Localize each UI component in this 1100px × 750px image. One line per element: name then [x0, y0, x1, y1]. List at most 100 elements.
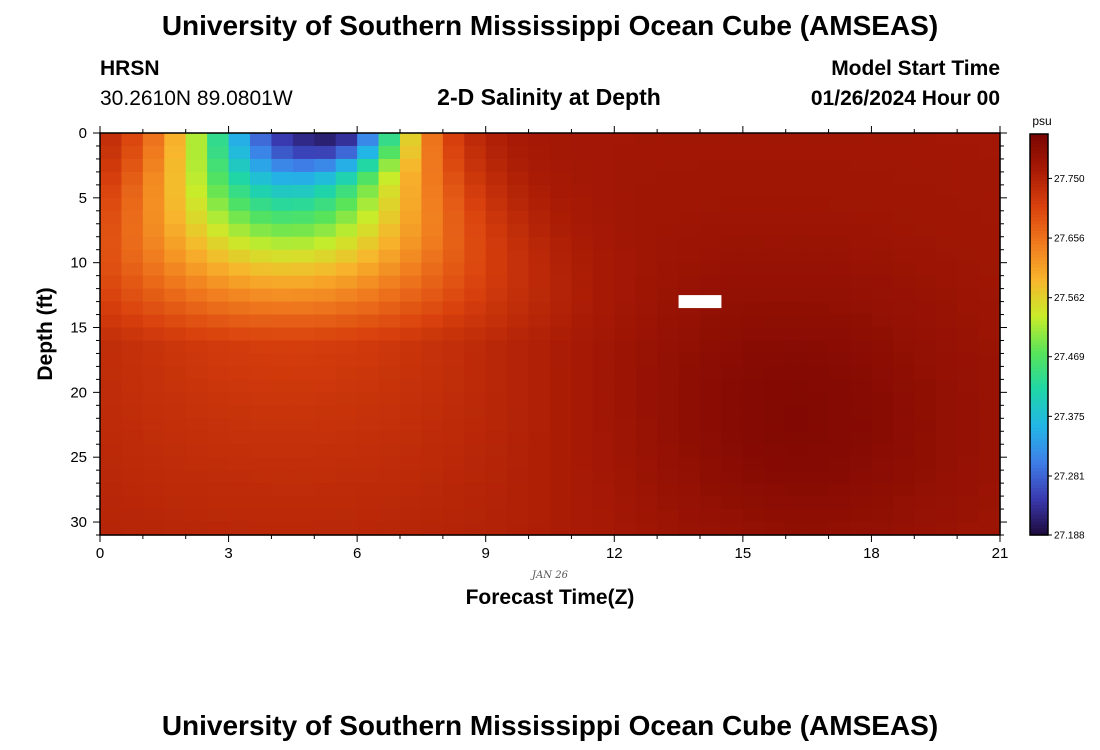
heatmap-cell: [635, 184, 658, 199]
heatmap-cell: [378, 496, 401, 510]
heatmap-cell: [550, 457, 573, 471]
heatmap-cell: [914, 418, 937, 432]
heatmap-cell: [978, 314, 1001, 329]
heatmap-cell: [292, 158, 315, 173]
heatmap-cell: [850, 314, 873, 329]
heatmap-cell: [207, 145, 230, 160]
heatmap-cell: [871, 288, 894, 303]
heatmap-cell: [142, 184, 165, 199]
heatmap-cell: [314, 353, 337, 368]
heatmap-cell: [335, 145, 358, 160]
heatmap-cell: [914, 158, 937, 173]
heatmap-cell: [400, 366, 423, 380]
x-axis-label: Forecast Time(Z): [466, 586, 635, 609]
heatmap-cell: [764, 262, 787, 277]
heatmap-cell: [935, 366, 958, 380]
heatmap-cell: [614, 197, 637, 212]
heatmap-cell: [828, 470, 851, 484]
heatmap-cell: [785, 444, 808, 458]
heatmap-cell: [957, 522, 980, 536]
heatmap-cell: [100, 249, 123, 264]
heatmap-cell: [250, 133, 273, 147]
colorbar-band: [1030, 458, 1048, 463]
heatmap-cell: [164, 301, 187, 316]
heatmap-cell: [250, 301, 273, 316]
heatmap-cell: [421, 197, 444, 212]
heatmap-cell: [592, 275, 615, 290]
heatmap-cell: [571, 236, 594, 251]
heatmap-cell: [807, 184, 830, 199]
heatmap-cell: [464, 431, 487, 445]
y-axis: 0 5 10 15 20 25 30: [70, 125, 1007, 536]
heatmap-cell: [185, 262, 208, 277]
heatmap-cell: [292, 314, 315, 329]
heatmap-cell: [850, 275, 873, 290]
heatmap-cell: [142, 353, 165, 368]
heatmap-cell: [185, 288, 208, 303]
heatmap-cell: [421, 327, 444, 342]
heatmap-cell: [271, 418, 294, 432]
heatmap-cell: [400, 288, 423, 303]
heatmap-cell: [507, 353, 530, 368]
colorbar-band: [1030, 260, 1048, 265]
heatmap-cell: [314, 171, 337, 186]
heatmap-cell: [957, 236, 980, 251]
heatmap-cell: [507, 496, 530, 510]
heatmap-cell: [550, 210, 573, 225]
heatmap-cell: [378, 249, 401, 264]
heatmap-cell: [442, 171, 465, 186]
colorbar-band: [1030, 234, 1048, 239]
heatmap-cell: [228, 444, 251, 458]
heatmap-cell: [742, 470, 765, 484]
heatmap-cell: [314, 405, 337, 419]
heatmap-cell: [314, 236, 337, 251]
heatmap-cell: [764, 275, 787, 290]
heatmap-cell: [335, 327, 358, 342]
heatmap-cell: [850, 158, 873, 173]
heatmap-cell: [507, 340, 530, 355]
heatmap-cell: [828, 262, 851, 277]
heatmap-cell: [464, 223, 487, 238]
heatmap-cell: [292, 210, 315, 225]
heatmap-cell: [271, 236, 294, 251]
heatmap-cell: [164, 444, 187, 458]
heatmap-cell: [978, 327, 1001, 342]
heatmap-cell: [571, 366, 594, 380]
heatmap-cell: [228, 210, 251, 225]
heatmap-cell: [442, 249, 465, 264]
heatmap-cell: [250, 340, 273, 355]
heatmap-cell: [400, 496, 423, 510]
heatmap-cell: [678, 353, 701, 368]
heatmap-cell: [357, 340, 380, 355]
heatmap-cell: [614, 145, 637, 160]
heatmap-cell: [464, 184, 487, 199]
heatmap-cell: [764, 249, 787, 264]
heatmap-cell: [828, 418, 851, 432]
heatmap-cell: [164, 145, 187, 160]
heatmap-cell: [400, 236, 423, 251]
heatmap-cell: [957, 405, 980, 419]
heatmap-cell: [121, 379, 144, 393]
heatmap-cell: [121, 405, 144, 419]
heatmap-cell: [807, 275, 830, 290]
heatmap-cell: [378, 509, 401, 523]
heatmap-cell: [550, 327, 573, 342]
heatmap-cell: [207, 509, 230, 523]
heatmap-cell: [657, 522, 680, 536]
heatmap-cell: [164, 262, 187, 277]
colorbar-band: [1030, 144, 1048, 148]
heatmap-cell: [850, 340, 873, 355]
heatmap-cell: [871, 262, 894, 277]
heatmap-cell: [742, 405, 765, 419]
heatmap-cell: [442, 353, 465, 368]
heatmap-cell: [357, 236, 380, 251]
colorbar-band: [1030, 190, 1048, 195]
heatmap-cell: [571, 314, 594, 329]
heatmap-cell: [292, 444, 315, 458]
heatmap-cell: [571, 275, 594, 290]
heatmap-cell: [442, 418, 465, 432]
colorbar-band: [1030, 367, 1048, 372]
heatmap-cell: [142, 457, 165, 471]
heatmap-cell: [164, 133, 187, 147]
heatmap-cell: [464, 210, 487, 225]
